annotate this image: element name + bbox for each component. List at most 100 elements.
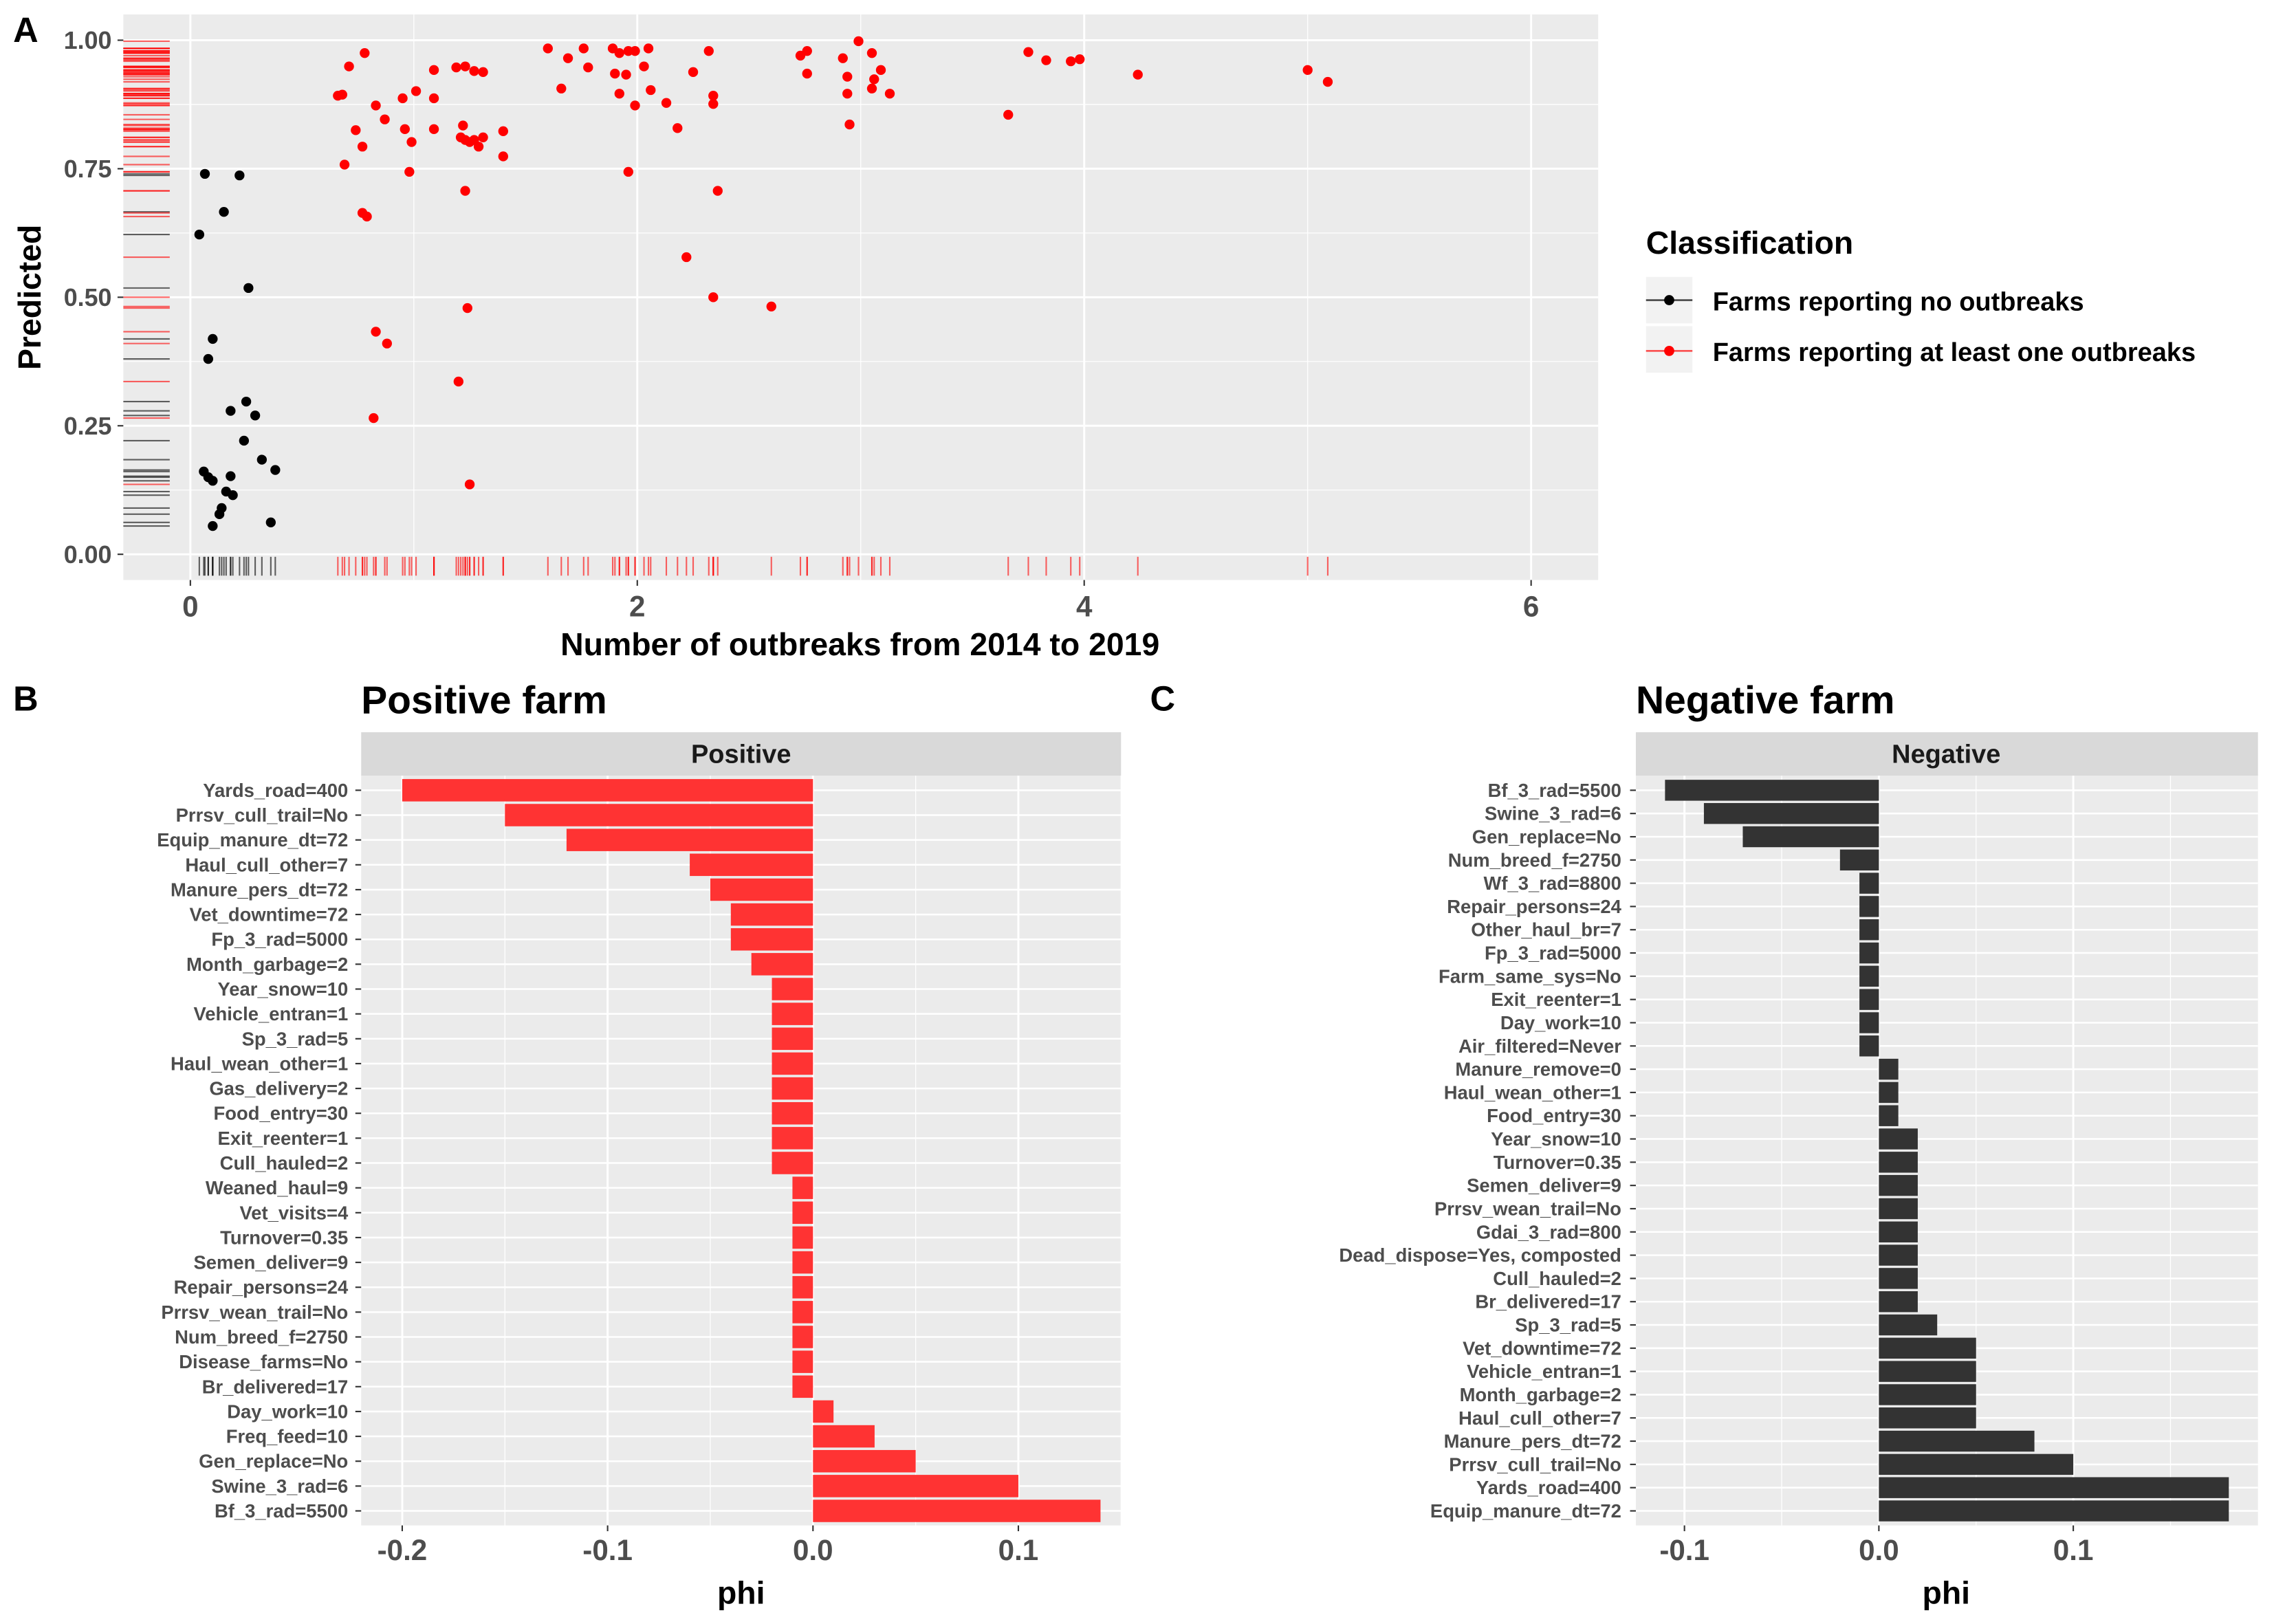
category-label: Day_work=10 — [227, 1401, 348, 1422]
category-label: Vet_visits=4 — [240, 1202, 349, 1223]
x-tick-label: 0.0 — [793, 1534, 833, 1566]
point-outbreak — [498, 151, 508, 162]
bar — [813, 1500, 1101, 1522]
bar — [792, 1226, 813, 1249]
category-label: Food_entry=30 — [214, 1103, 349, 1124]
category-label: Gen_replace=No — [1472, 826, 1621, 847]
category-label: Num_breed_f=2750 — [175, 1326, 348, 1348]
point-no-outbreak — [199, 168, 210, 179]
bar — [1859, 896, 1879, 917]
x-tick-label: -0.2 — [378, 1534, 428, 1566]
bar — [1859, 919, 1879, 941]
bar — [1879, 1361, 1976, 1382]
category-label: Haul_cull_other=7 — [185, 854, 348, 875]
bar — [1839, 849, 1879, 871]
negative-farm-panel: Bf_3_rad=5500Swine_3_rad=6Gen_replace=No… — [1339, 732, 2258, 1566]
bar — [792, 1326, 813, 1348]
bar — [751, 953, 813, 976]
point-outbreak — [688, 67, 699, 78]
positive-xlabel: phi — [717, 1574, 765, 1610]
point-outbreak — [614, 89, 624, 99]
bar — [792, 1275, 813, 1299]
point-outbreak — [371, 100, 381, 111]
y-tick-label: 1.00 — [64, 27, 112, 54]
point-outbreak — [469, 66, 479, 76]
point-outbreak — [380, 114, 390, 124]
point-outbreak — [802, 68, 812, 79]
category-label: Vet_downtime=72 — [1463, 1337, 1621, 1359]
point-outbreak — [428, 65, 439, 76]
point-outbreak — [351, 125, 361, 135]
point-no-outbreak — [214, 509, 225, 520]
point-outbreak — [623, 166, 633, 177]
x-tick-label: 2 — [629, 590, 645, 622]
bar — [772, 978, 813, 1000]
negative-strip-label: Negative — [1892, 740, 2000, 769]
category-label: Exit_reenter=1 — [1491, 989, 1621, 1010]
point-no-outbreak — [219, 207, 229, 217]
bar — [772, 1027, 813, 1051]
category-label: Month_garbage=2 — [186, 954, 348, 975]
point-outbreak — [462, 303, 472, 314]
point-no-outbreak — [243, 283, 254, 294]
category-label: Vehicle_entran=1 — [194, 1003, 349, 1024]
legend-key-black — [1664, 295, 1674, 305]
point-no-outbreak — [208, 520, 218, 531]
category-label: Year_snow=10 — [1491, 1128, 1621, 1150]
point-no-outbreak — [228, 490, 238, 501]
bar — [792, 1201, 813, 1225]
point-outbreak — [1066, 56, 1076, 67]
facet-strip — [361, 732, 1122, 776]
category-label: Equip_manure_dt=72 — [1430, 1500, 1621, 1522]
point-outbreak — [428, 124, 439, 134]
bar — [1859, 873, 1879, 894]
facet-strip — [1635, 732, 2258, 776]
bar — [1879, 1105, 1899, 1126]
negative-xlabel: phi — [1923, 1574, 1971, 1610]
point-no-outbreak — [208, 333, 218, 344]
bar — [1859, 989, 1879, 1010]
category-label: Exit_reenter=1 — [218, 1128, 349, 1149]
bar — [813, 1475, 1018, 1497]
point-outbreak — [681, 252, 692, 263]
category-label: Sp_3_rad=5 — [242, 1028, 349, 1049]
bar — [1879, 1058, 1899, 1080]
category-label: Other_haul_br=7 — [1471, 919, 1621, 941]
point-outbreak — [556, 83, 567, 94]
category-label: Wf_3_rad=8800 — [1484, 873, 1621, 894]
bar — [772, 1127, 813, 1150]
point-outbreak — [646, 85, 656, 96]
bar — [1703, 802, 1879, 824]
point-no-outbreak — [226, 406, 236, 416]
point-outbreak — [630, 100, 640, 111]
point-outbreak — [610, 68, 620, 79]
scatter-panel: 0 2 4 6 0.00 0.25 0.50 0.75 1.00 — [64, 14, 1599, 622]
x-tick-label: 4 — [1076, 590, 1093, 622]
category-label: Haul_cull_other=7 — [1458, 1407, 1621, 1429]
point-outbreak — [866, 83, 877, 94]
point-outbreak — [562, 53, 573, 63]
y-tick-label: 0.75 — [64, 155, 112, 183]
bar — [772, 1002, 813, 1025]
point-outbreak — [643, 43, 654, 54]
point-outbreak — [339, 160, 350, 170]
bar — [792, 1251, 813, 1274]
point-outbreak — [1302, 65, 1313, 76]
category-label: Yards_road=400 — [203, 780, 348, 801]
bar — [1879, 1244, 1918, 1266]
bar — [1879, 1430, 2035, 1452]
point-outbreak — [842, 89, 853, 99]
category-label: Swine_3_rad=6 — [211, 1475, 348, 1497]
category-label: Manure_pers_dt=72 — [1444, 1431, 1621, 1452]
category-label: Fp_3_rad=5000 — [1485, 943, 1621, 964]
positive-farm-panel: Yards_road=400 Prrsv_cull_trail=No Equip_m… — [157, 732, 1122, 1566]
point-outbreak — [703, 46, 714, 56]
category-label: Year_snow=10 — [218, 978, 349, 1000]
legend-item-outbreaks: Farms reporting at least one outbreaks — [1646, 326, 2196, 373]
point-outbreak — [802, 46, 812, 56]
point-outbreak — [1041, 55, 1051, 65]
bar — [1879, 1500, 2229, 1522]
category-label: Farm_same_sys=No — [1439, 965, 1621, 987]
bar — [1879, 1314, 1938, 1336]
